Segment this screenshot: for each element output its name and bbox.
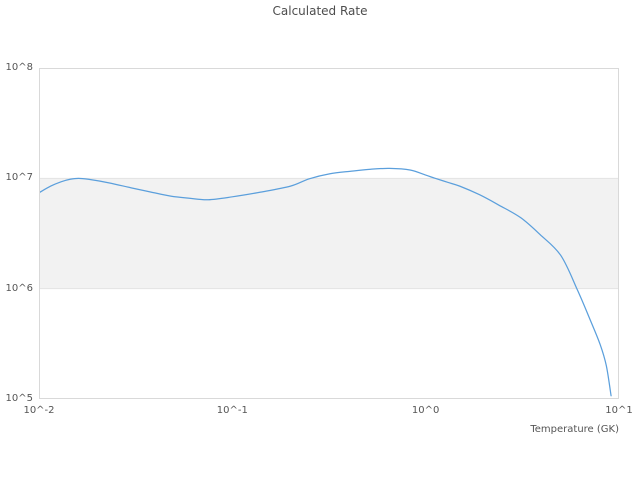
x-tick-label: 10^-2 xyxy=(23,405,55,416)
x-tick-label: 10^-1 xyxy=(216,405,248,416)
chart-title: Calculated Rate xyxy=(272,4,368,18)
rate-curve xyxy=(39,167,612,397)
y-tick-label: 10^8 xyxy=(5,62,33,73)
plot-border xyxy=(39,68,619,399)
y-tick-label: 10^7 xyxy=(5,172,33,184)
plot-band xyxy=(39,178,619,289)
x-tick-label: 10^0 xyxy=(411,405,440,416)
y-tick-label: 10^5 xyxy=(5,393,33,404)
plot-area xyxy=(39,68,619,399)
x-tick-label: 10^1 xyxy=(605,405,633,416)
x-axis-label: Temperature (GK) xyxy=(530,424,619,435)
y-tick-label: 10^6 xyxy=(5,282,33,294)
